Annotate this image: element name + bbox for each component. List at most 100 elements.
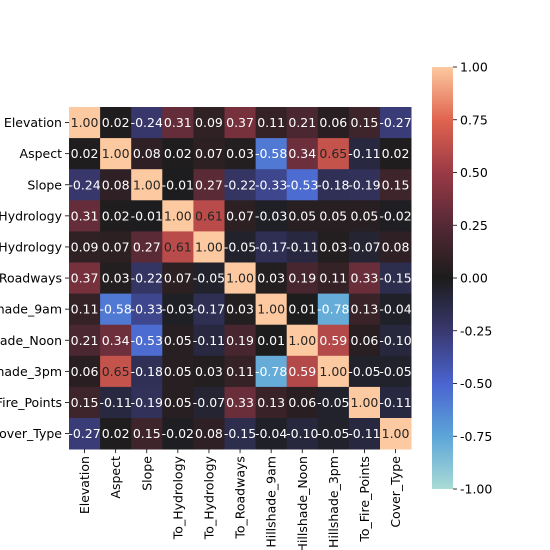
heatmap-cell-rect [224,200,256,232]
y-tick-label-cover-type: Cover_Type [0,426,62,441]
heatmap-cell-rect [224,324,256,357]
cell-value-label: 0.05 [164,333,192,348]
heatmap-cell-rect [224,293,256,326]
heatmap-cell: -0.18 [317,169,350,201]
heatmap-cell: 0.61 [193,200,225,232]
cell-value-label: 0.08 [133,146,161,161]
cell-value-label: 0.19 [226,333,254,348]
heatmap-cell: 0.37 [224,107,256,139]
heatmap-cell: 0.34 [100,324,132,357]
heatmap-cell-rect [162,386,194,419]
heatmap-cell: 1.00 [131,169,163,201]
heatmap-cell-rect [100,200,132,232]
heatmap-cell: 1.00 [380,418,412,450]
cell-value-label: -0.11 [286,239,318,254]
heatmap-cell-rect [100,107,132,139]
cell-value-label: 0.08 [195,426,223,441]
heatmap-cell: -0.11 [348,138,381,170]
heatmap-cell-rect [162,262,194,294]
cell-value-label: 0.02 [102,115,130,130]
heatmap-cell: -0.04 [255,418,287,450]
heatmap-cell-rect [131,231,163,263]
cell-value-label: -0.22 [224,177,256,192]
cell-value-label: -0.78 [255,364,287,379]
heatmap-cell: 0.59 [317,324,350,357]
colorbar-tick-label: 0.25 [460,218,488,233]
heatmap-cell-rect [100,355,132,388]
heatmap-cell: -0.05 [317,386,350,419]
heatmap-cell: 0.08 [380,231,412,263]
cell-value-label: -0.11 [99,395,131,410]
heatmap-cell-rect [317,169,350,201]
heatmap-cell-rect [193,418,225,450]
heatmap-cell-rect [69,324,101,357]
heatmap-cell-rect [193,138,225,170]
heatmap-cell-rect [69,386,101,419]
heatmap-cell-rect [286,262,319,294]
heatmap-cell: 0.02 [100,107,132,139]
heatmap-cell-rect [255,386,288,419]
heatmap-cell-rect [286,386,319,419]
y-tick-label-hydrology: Hydrology [0,239,63,254]
heatmap-cell-rect [131,293,163,326]
cell-value-label: 0.07 [195,146,223,161]
x-tick-label-slope: Slope [139,456,154,491]
colorbar-gradient-bar [432,67,453,489]
heatmap-cell-rect [380,324,412,357]
heatmap-cell: -0.02 [379,200,412,232]
heatmap-cell-rect [69,262,101,294]
cell-value-label: 0.34 [102,333,130,348]
heatmap-cell: 1.00 [69,107,101,139]
cell-value-label: -0.22 [131,271,163,286]
heatmap-cell-rect [317,200,350,232]
colorbar-tick-label: 0.75 [460,112,488,127]
cell-value-label: -0.05 [317,395,349,410]
heatmap-cell: -0.58 [255,138,287,170]
heatmap-cell-rect [100,386,132,419]
cell-value-label: 0.65 [102,364,130,379]
heatmap-cell-rect [193,293,225,326]
cell-value-label: -0.17 [255,239,287,254]
cell-value-label: -0.58 [255,146,287,161]
heatmap-cell: 0.27 [131,231,163,263]
heatmap-cell: 0.05 [162,386,194,419]
cell-value-label: -0.19 [131,395,163,410]
cell-value-label: -0.17 [193,302,225,317]
heatmap-cell-rect [162,138,194,170]
cell-value-label: 0.11 [226,364,254,379]
cell-value-label: 0.02 [71,146,99,161]
cell-value-label: 0.59 [319,333,347,348]
heatmap-cell: 0.06 [286,386,319,419]
heatmap-cell-rect [69,293,101,326]
cell-value-label: 0.59 [288,364,316,379]
cell-value-label: 0.01 [257,333,285,348]
cell-value-label: 0.06 [71,364,99,379]
heatmap-cell: -0.53 [131,324,163,357]
cell-value-label: 0.02 [382,146,410,161]
heatmap-cell-rect [348,107,381,139]
heatmap-cell: 0.07 [100,231,132,263]
cell-value-label: 0.06 [351,333,379,348]
heatmap-cell: 0.01 [286,293,319,326]
colorbar-tick-label: -0.75 [460,429,492,444]
heatmap-cell: -0.05 [193,262,225,294]
heatmap-cell-rect [131,200,163,232]
cell-value-label: -0.78 [317,302,349,317]
heatmap-cell-rect [286,324,319,357]
heatmap-cell-rect [348,169,381,201]
cell-value-label: -0.18 [317,177,349,192]
heatmap-cell: 1.00 [100,138,132,170]
heatmap-cell: -0.01 [131,200,163,232]
heatmap-cell-rect [255,231,288,263]
heatmap-cell: 0.15 [348,107,381,139]
cell-value-label: -0.04 [379,302,411,317]
x-tick-label-hillshade-noon: Hillshade_Noon [295,456,310,550]
cell-value-label: 1.00 [319,364,347,379]
heatmap-cell-rect [224,169,256,201]
heatmap-cell: 0.03 [100,262,132,294]
heatmap-cell-rect [255,355,288,388]
heatmap-cell-rect [224,107,256,139]
colorbar-tick-label: 0.00 [460,271,488,286]
heatmap-cell-rect [69,138,101,170]
heatmap-cell: 0.27 [193,169,225,201]
